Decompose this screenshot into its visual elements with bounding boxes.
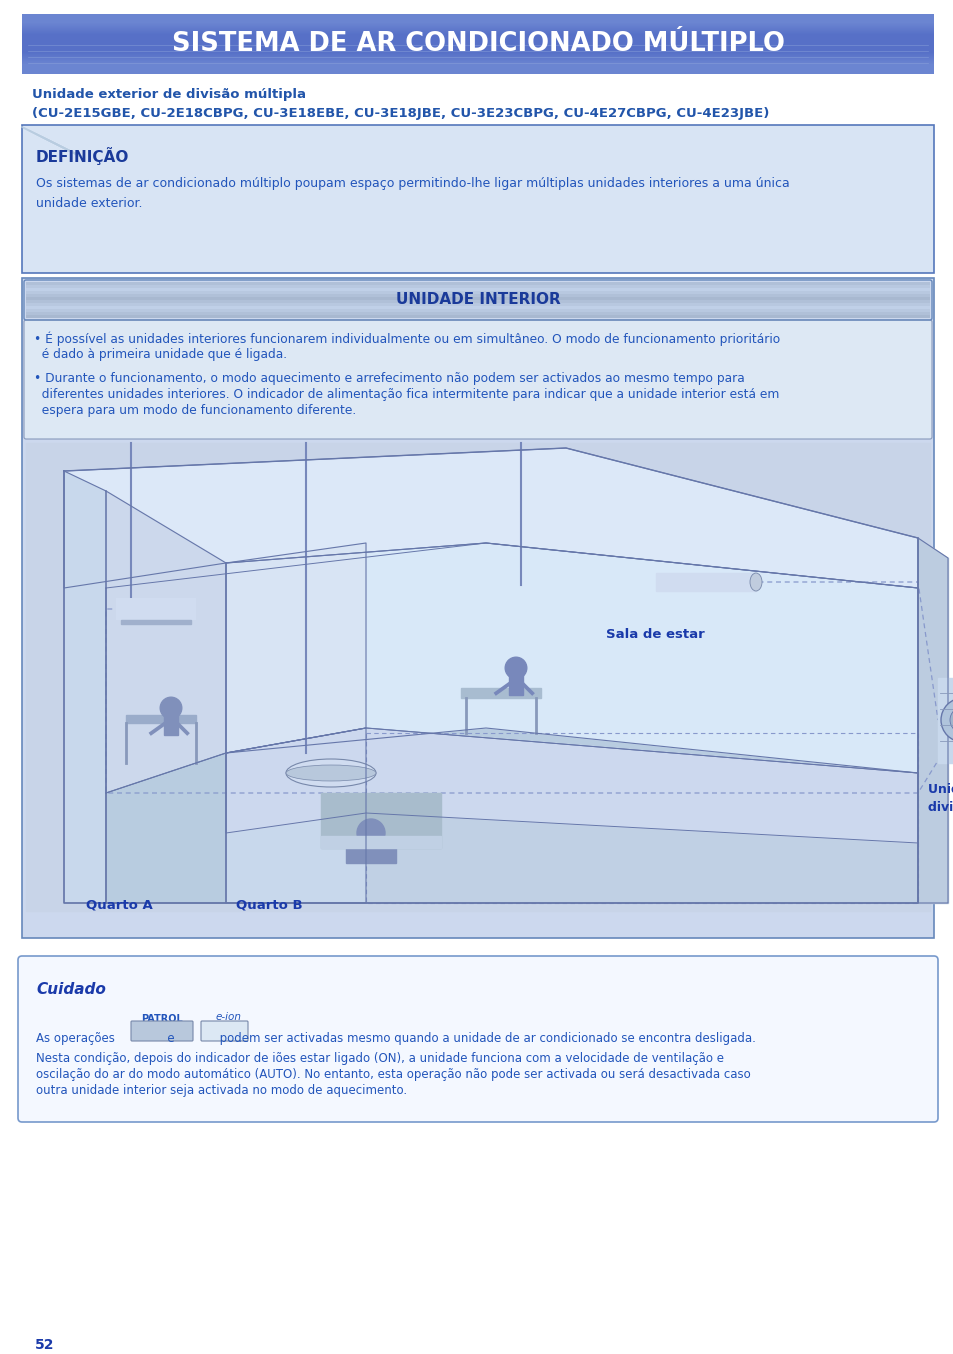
Bar bbox=[26, 314, 929, 318]
Polygon shape bbox=[64, 448, 917, 588]
Bar bbox=[320, 793, 440, 848]
Text: As operações              e            podem ser activadas mesmo quando a unidad: As operações e podem ser activadas mesmo… bbox=[36, 1032, 755, 1045]
FancyBboxPatch shape bbox=[22, 125, 933, 274]
Text: Quarto B: Quarto B bbox=[235, 899, 302, 913]
Polygon shape bbox=[917, 538, 947, 903]
Text: Unidade exterior de: Unidade exterior de bbox=[927, 783, 953, 796]
Circle shape bbox=[949, 707, 953, 733]
Polygon shape bbox=[106, 492, 226, 793]
Circle shape bbox=[356, 819, 385, 848]
Text: 52: 52 bbox=[35, 1338, 54, 1353]
Text: Unidade exterior de divisão múltipla: Unidade exterior de divisão múltipla bbox=[32, 88, 306, 102]
Polygon shape bbox=[226, 728, 917, 844]
Circle shape bbox=[160, 697, 182, 719]
Circle shape bbox=[940, 699, 953, 742]
FancyBboxPatch shape bbox=[201, 1021, 248, 1041]
Bar bbox=[320, 835, 440, 848]
Text: DEFINIÇÃO: DEFINIÇÃO bbox=[36, 148, 130, 165]
Bar bbox=[26, 309, 929, 311]
Polygon shape bbox=[226, 543, 917, 773]
Polygon shape bbox=[106, 753, 226, 903]
Text: oscilação do ar do modo automático (AUTO). No entanto, esta operação não pode se: oscilação do ar do modo automático (AUTO… bbox=[36, 1068, 750, 1080]
Bar bbox=[656, 573, 755, 590]
Text: • Durante o funcionamento, o modo aquecimento e arrefecimento não podem ser acti: • Durante o funcionamento, o modo aqueci… bbox=[34, 372, 744, 385]
Bar bbox=[126, 715, 195, 723]
Ellipse shape bbox=[749, 573, 761, 590]
Text: e-ion: e-ion bbox=[215, 1011, 242, 1022]
Bar bbox=[121, 620, 191, 624]
Polygon shape bbox=[226, 728, 366, 903]
Bar bbox=[26, 443, 929, 911]
Ellipse shape bbox=[286, 765, 375, 781]
Text: Cuidado: Cuidado bbox=[36, 982, 106, 997]
Text: PATROL: PATROL bbox=[141, 1014, 183, 1024]
Text: SISTEMA DE AR CONDICIONADO MÚLTIPLO: SISTEMA DE AR CONDICIONADO MÚLTIPLO bbox=[172, 31, 783, 57]
Text: (CU-2E15GBE, CU-2E18CBPG, CU-3E18EBE, CU-3E18JBE, CU-3E23CBPG, CU-4E27CBPG, CU-4: (CU-2E15GBE, CU-2E18CBPG, CU-3E18EBE, CU… bbox=[32, 107, 768, 121]
Bar bbox=[26, 282, 929, 284]
FancyBboxPatch shape bbox=[18, 956, 937, 1122]
Text: divisão múltipla: divisão múltipla bbox=[927, 802, 953, 814]
Polygon shape bbox=[226, 543, 366, 753]
Bar bbox=[26, 306, 929, 309]
Bar bbox=[26, 287, 929, 291]
Bar bbox=[116, 598, 195, 620]
Bar bbox=[26, 299, 929, 303]
Text: Os sistemas de ar condicionado múltiplo poupam espaço permitindo-lhe ligar múlti: Os sistemas de ar condicionado múltiplo … bbox=[36, 177, 789, 190]
Bar bbox=[346, 844, 395, 862]
Text: Nesta condição, depois do indicador de iões estar ligado (ON), a unidade funcion: Nesta condição, depois do indicador de i… bbox=[36, 1052, 723, 1066]
Bar bbox=[116, 598, 195, 620]
Text: UNIDADE INTERIOR: UNIDADE INTERIOR bbox=[395, 292, 559, 307]
Bar bbox=[26, 284, 929, 288]
Ellipse shape bbox=[286, 760, 375, 787]
Text: unidade exterior.: unidade exterior. bbox=[36, 196, 142, 210]
Bar bbox=[508, 673, 522, 695]
Bar bbox=[26, 291, 929, 294]
Bar bbox=[937, 678, 953, 764]
Text: espera para um modo de funcionamento diferente.: espera para um modo de funcionamento dif… bbox=[34, 403, 355, 417]
Bar bbox=[26, 302, 929, 306]
Text: outra unidade interior seja activada no modo de aquecimento.: outra unidade interior seja activada no … bbox=[36, 1085, 407, 1097]
Polygon shape bbox=[106, 543, 917, 903]
Bar bbox=[164, 712, 178, 735]
Bar bbox=[26, 294, 929, 297]
Polygon shape bbox=[226, 728, 917, 903]
Bar bbox=[26, 311, 929, 315]
FancyBboxPatch shape bbox=[131, 1021, 193, 1041]
Text: diferentes unidades interiores. O indicador de alimentação fica intermitente par: diferentes unidades interiores. O indica… bbox=[34, 389, 779, 401]
Text: é dado à primeira unidade que é ligada.: é dado à primeira unidade que é ligada. bbox=[34, 348, 287, 362]
Polygon shape bbox=[64, 471, 106, 903]
FancyBboxPatch shape bbox=[22, 278, 933, 938]
Text: Sala de estar: Sala de estar bbox=[605, 628, 704, 640]
Bar bbox=[937, 678, 953, 764]
Bar bbox=[26, 297, 929, 301]
Bar bbox=[656, 573, 755, 590]
FancyBboxPatch shape bbox=[24, 320, 931, 439]
Text: • É possível as unidades interiores funcionarem individualmente ou em simultâneo: • É possível as unidades interiores func… bbox=[34, 332, 780, 347]
Text: Quarto A: Quarto A bbox=[86, 899, 152, 913]
Bar bbox=[460, 688, 540, 699]
Circle shape bbox=[505, 657, 526, 678]
Polygon shape bbox=[64, 448, 917, 903]
